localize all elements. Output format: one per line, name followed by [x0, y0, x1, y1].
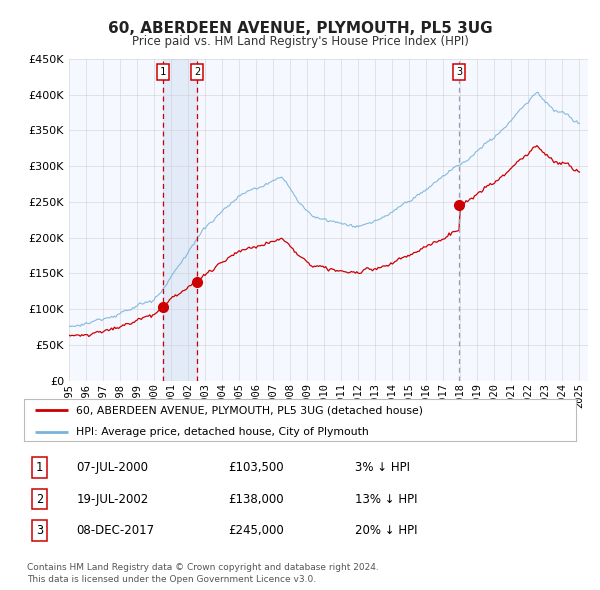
Text: Contains HM Land Registry data © Crown copyright and database right 2024.
This d: Contains HM Land Registry data © Crown c… [27, 563, 379, 584]
Text: 2: 2 [36, 493, 43, 506]
Text: 3: 3 [456, 67, 462, 77]
Text: Price paid vs. HM Land Registry's House Price Index (HPI): Price paid vs. HM Land Registry's House … [131, 35, 469, 48]
Text: 20% ↓ HPI: 20% ↓ HPI [355, 524, 418, 537]
Text: 3% ↓ HPI: 3% ↓ HPI [355, 461, 410, 474]
Text: 3: 3 [36, 524, 43, 537]
Text: 08-DEC-2017: 08-DEC-2017 [76, 524, 155, 537]
Text: 60, ABERDEEN AVENUE, PLYMOUTH, PL5 3UG (detached house): 60, ABERDEEN AVENUE, PLYMOUTH, PL5 3UG (… [76, 405, 424, 415]
Text: £138,000: £138,000 [228, 493, 284, 506]
Text: 1: 1 [160, 67, 166, 77]
Text: 60, ABERDEEN AVENUE, PLYMOUTH, PL5 3UG: 60, ABERDEEN AVENUE, PLYMOUTH, PL5 3UG [107, 21, 493, 36]
Text: £245,000: £245,000 [228, 524, 284, 537]
Text: 13% ↓ HPI: 13% ↓ HPI [355, 493, 418, 506]
Bar [163, 59, 197, 381]
Text: 19-JUL-2002: 19-JUL-2002 [76, 493, 149, 506]
Text: £103,500: £103,500 [228, 461, 284, 474]
Text: 07-JUL-2000: 07-JUL-2000 [76, 461, 148, 474]
Text: 2: 2 [194, 67, 200, 77]
Text: HPI: Average price, detached house, City of Plymouth: HPI: Average price, detached house, City… [76, 427, 369, 437]
Text: 1: 1 [36, 461, 43, 474]
